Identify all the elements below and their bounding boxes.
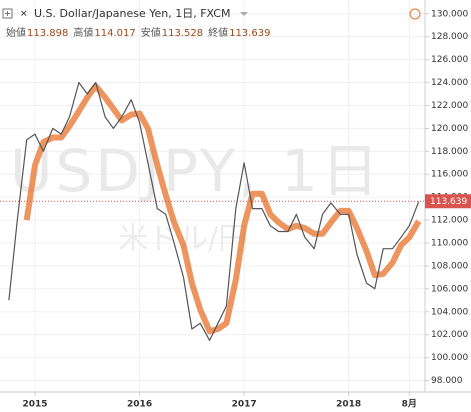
ohlc-label: 始値	[6, 26, 26, 39]
y-tick-label: 104.000	[431, 307, 468, 317]
y-tick-label: 108.000	[431, 261, 468, 271]
price-label: 113.639	[430, 197, 467, 207]
y-tick-label: 100.000	[431, 353, 468, 363]
y-tick-label: 120.000	[431, 124, 468, 134]
x-tick-label: 2015	[22, 400, 47, 410]
x-tick-label: 2018	[336, 400, 361, 410]
y-tick-label: 106.000	[431, 284, 468, 294]
ohlc-value: 113.898	[27, 28, 68, 39]
hide-icon[interactable]: ✕	[20, 10, 28, 20]
dropdown-icon[interactable]	[240, 12, 248, 16]
ohlc-label: 終値	[208, 26, 228, 39]
x-tick-label: 2016	[127, 400, 152, 410]
y-tick-label: 110.000	[431, 238, 468, 248]
y-tick-label: 98.000	[431, 376, 463, 386]
y-tick-label: 130.000	[431, 9, 468, 19]
ohlc-value: 113.528	[162, 28, 203, 39]
expand-icon[interactable]	[2, 8, 13, 19]
y-tick-label: 124.000	[431, 78, 468, 88]
y-tick-label: 126.000	[431, 55, 468, 65]
y-tick-label: 102.000	[431, 330, 468, 340]
ohlc-label: 高値	[73, 26, 93, 39]
ohlc-label: 安値	[141, 26, 161, 39]
series-line	[23, 83, 422, 335]
chart-title: U.S. Dollar/Japanese Yen, 1日, FXCM	[34, 7, 230, 20]
y-tick-label: 118.000	[431, 147, 468, 157]
price-label-bg	[425, 194, 471, 209]
x-tick-label: 2017	[232, 400, 257, 410]
ohlc-value: 114.017	[94, 28, 135, 39]
watermark: USDJPY, 1日	[10, 137, 382, 205]
y-tick-label: 112.000	[431, 216, 468, 226]
ohlc-value: 113.639	[229, 28, 270, 39]
y-tick-label: 116.000	[431, 170, 468, 180]
y-tick-label: 122.000	[431, 101, 468, 111]
alert-icon[interactable]	[409, 8, 421, 20]
plus-icon	[5, 11, 10, 16]
series-line	[8, 81, 420, 341]
y-tick-label: 128.000	[431, 32, 468, 42]
x-tick-label: 8月	[402, 399, 417, 410]
